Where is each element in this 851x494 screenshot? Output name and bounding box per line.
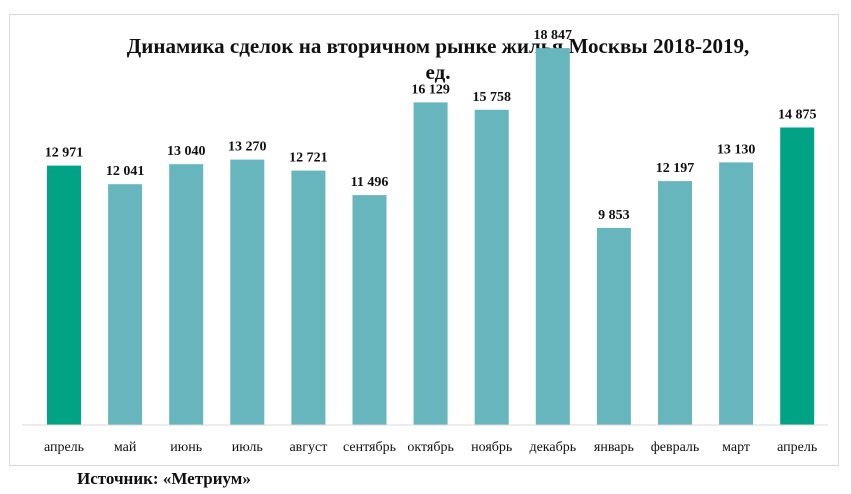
- value-label-8: 18 847: [534, 28, 573, 43]
- x-tick-label-5: сентябрь: [343, 440, 396, 455]
- bar-7: [474, 109, 509, 426]
- chart-title: Динамика сделок на вторичном рынке жилья…: [127, 34, 749, 58]
- value-label-0: 12 971: [45, 146, 84, 161]
- value-label-2: 13 040: [167, 144, 206, 159]
- bar-0: [47, 165, 81, 425]
- bar-12: [780, 127, 815, 425]
- value-label-5: 11 496: [351, 175, 389, 190]
- bar-8: [535, 48, 570, 425]
- x-tick-label-4: август: [289, 440, 327, 455]
- x-tick-label-2: июнь: [170, 440, 202, 455]
- bar-3: [230, 159, 265, 425]
- x-tick-label-6: октябрь: [407, 440, 454, 455]
- value-label-12: 14 875: [778, 108, 817, 123]
- value-label-3: 13 270: [228, 140, 267, 155]
- bar-11: [719, 162, 754, 425]
- x-tick-label-3: июль: [232, 440, 263, 455]
- value-label-4: 12 721: [289, 151, 328, 166]
- value-label-11: 13 130: [717, 142, 756, 157]
- x-tick-label-7: ноябрь: [471, 440, 512, 455]
- chart-frame: Динамика сделок на вторичном рынке жилья…: [9, 14, 839, 466]
- x-tick-label-9: январь: [594, 440, 634, 455]
- value-label-7: 15 758: [472, 90, 511, 105]
- value-label-1: 12 041: [106, 164, 145, 179]
- value-label-9: 9 853: [598, 208, 630, 223]
- bar-5: [352, 195, 387, 425]
- bar-2: [169, 164, 204, 425]
- bars-layer: 12 971 апрель 12 041 май 13 040 июнь 13 270 июл…: [44, 28, 817, 455]
- bar-4: [291, 170, 326, 425]
- bar-10: [658, 181, 692, 425]
- x-tick-label-10: февраль: [651, 440, 700, 455]
- source-note: Источник: «Метриум»: [77, 469, 251, 488]
- x-tick-label-11: март: [722, 440, 750, 455]
- bar-chart: Динамика сделок на вторичном рынке жилья…: [22, 28, 828, 455]
- chart-title-unit: ед.: [426, 60, 451, 84]
- bar-1: [108, 184, 143, 425]
- bar-9: [596, 227, 631, 425]
- bar-6: [413, 102, 448, 426]
- value-label-6: 16 129: [411, 82, 450, 97]
- x-tick-label-12: апрель: [777, 440, 817, 455]
- x-tick-label-1: май: [114, 440, 137, 455]
- x-tick-label-8: декабрь: [529, 440, 576, 455]
- value-label-10: 12 197: [656, 161, 695, 176]
- x-tick-label-0: апрель: [44, 440, 84, 455]
